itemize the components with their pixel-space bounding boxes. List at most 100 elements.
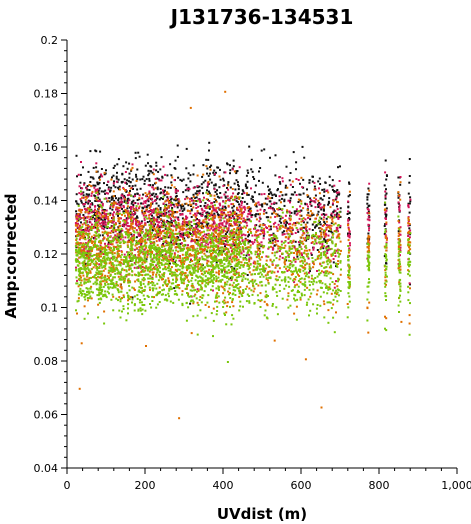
data-point	[301, 218, 304, 221]
data-point	[324, 253, 327, 256]
data-point	[222, 217, 225, 220]
data-point	[330, 212, 333, 215]
data-point	[130, 168, 133, 171]
data-point	[226, 235, 229, 238]
data-point	[240, 213, 243, 216]
data-point	[367, 236, 370, 239]
data-point	[225, 222, 228, 225]
data-point	[268, 228, 271, 231]
data-point	[139, 299, 142, 301]
data-point	[147, 281, 150, 283]
data-point	[164, 206, 167, 209]
data-point	[170, 184, 173, 187]
data-point	[348, 254, 351, 257]
data-point	[97, 183, 100, 186]
data-point	[106, 233, 108, 236]
data-point	[230, 270, 233, 273]
data-point	[86, 255, 88, 258]
data-point	[157, 234, 160, 237]
data-point	[324, 270, 327, 273]
data-point	[105, 197, 108, 200]
data-point	[326, 263, 329, 266]
data-point	[165, 232, 168, 234]
data-point	[138, 207, 140, 210]
data-point	[339, 261, 342, 264]
data-point	[159, 192, 162, 195]
data-point	[324, 235, 327, 238]
data-point	[254, 238, 257, 241]
data-point	[136, 199, 139, 201]
data-point	[298, 253, 301, 256]
data-point	[177, 222, 180, 224]
data-point	[227, 204, 230, 207]
data-point	[84, 208, 87, 210]
data-point	[120, 196, 123, 199]
data-point	[331, 231, 334, 234]
data-point	[76, 220, 79, 223]
data-point	[120, 181, 123, 184]
data-point	[221, 213, 224, 216]
data-point	[159, 230, 162, 233]
data-point	[176, 284, 179, 287]
data-point	[409, 229, 412, 232]
data-point	[133, 295, 136, 298]
data-point	[123, 269, 126, 272]
data-point	[169, 273, 171, 275]
data-point	[137, 308, 140, 311]
data-point	[213, 251, 215, 254]
data-point	[294, 224, 297, 227]
data-point	[299, 205, 302, 208]
data-point	[325, 224, 328, 226]
data-point	[332, 210, 335, 213]
data-point	[191, 273, 194, 276]
data-point	[277, 247, 280, 250]
data-point	[383, 255, 386, 258]
data-point	[303, 239, 306, 242]
data-point	[236, 287, 239, 290]
data-point	[199, 212, 202, 215]
data-point	[182, 238, 184, 241]
data-point	[123, 225, 126, 228]
data-point	[300, 209, 303, 212]
data-point	[181, 260, 184, 262]
data-point	[126, 167, 129, 170]
data-point	[107, 246, 110, 249]
data-point	[182, 191, 185, 194]
data-point	[219, 168, 221, 171]
data-point	[88, 277, 91, 280]
data-point	[326, 226, 329, 229]
data-point	[121, 229, 124, 232]
data-point	[307, 257, 310, 260]
data-point	[125, 209, 128, 212]
data-point	[98, 207, 100, 210]
data-point	[246, 274, 249, 276]
data-point	[214, 300, 216, 303]
data-point	[269, 225, 272, 228]
data-point	[89, 271, 92, 274]
data-point	[223, 289, 226, 292]
data-point	[302, 178, 305, 181]
data-point	[239, 213, 242, 216]
data-point	[273, 201, 276, 204]
data-point	[384, 194, 387, 197]
data-point	[246, 262, 249, 264]
data-point	[399, 176, 402, 178]
data-point	[129, 296, 132, 298]
data-point	[158, 226, 161, 229]
data-point	[409, 232, 412, 235]
data-point	[112, 167, 115, 169]
data-point	[104, 244, 107, 247]
data-point	[102, 228, 105, 231]
data-point	[147, 238, 150, 241]
data-point	[336, 205, 338, 208]
data-point	[214, 230, 217, 233]
data-point	[167, 186, 170, 189]
data-point	[229, 246, 232, 249]
data-point	[167, 221, 170, 223]
data-point	[214, 266, 217, 269]
data-point	[292, 151, 295, 154]
data-point	[90, 285, 93, 288]
data-point	[94, 221, 97, 224]
data-point	[301, 240, 304, 243]
data-point	[168, 262, 171, 265]
